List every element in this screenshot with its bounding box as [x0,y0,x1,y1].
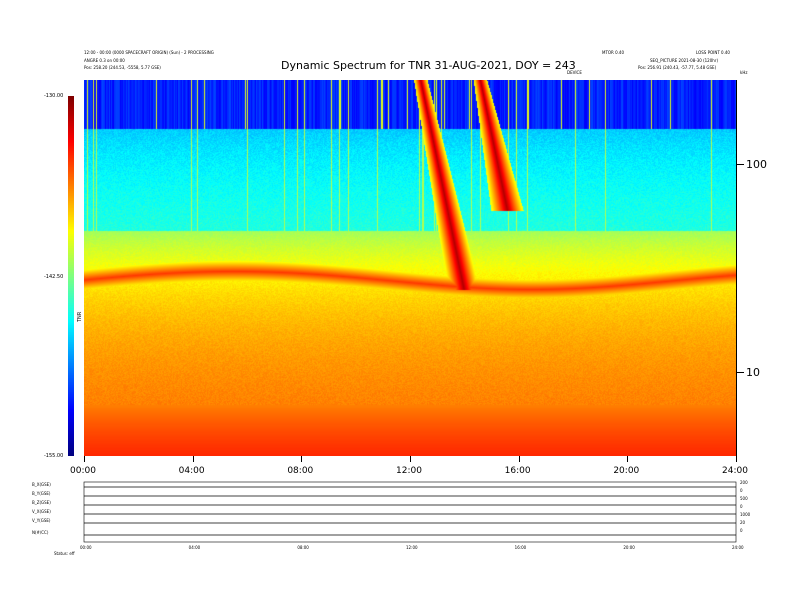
x-tick-label: 04:00 [178,466,205,476]
bottom-x-tick: 04:00 [189,545,201,550]
bottom-right-tick: 0 [740,488,743,493]
bottom-row-label: N(#/CC) [32,530,49,535]
bottom-right-tick: 500 [740,496,748,501]
bottom-x-tick: 12:00 [406,545,418,550]
x-tick-label: 08:00 [287,466,314,476]
colorbar [68,96,74,456]
x-major-tick [301,456,303,462]
x-major-tick [736,456,737,462]
colorbar-tick-mid: -142.50 [44,274,64,280]
bottom-row-label: B_Y(GSE) [32,491,51,496]
header-left-line3: Pos: 258.20 (244.53, -5558, 5.77 GSE) [84,65,161,70]
bottom-right-tick: 0 [740,528,743,533]
x-tick-label: 16:00 [504,466,531,476]
x-major-tick [410,456,411,462]
header-right-mark: kHz [740,70,748,75]
bottom-row-label: B_Z(GSE) [32,500,51,505]
header-center-mark: DEVICE [567,70,582,75]
bottom-timeseries-panel: B_X(GSE) B_Y(GSE) B_Z(GSE) V_X(GSE) V_Y(GSE)… [32,480,751,556]
colorbar-tick-top: -130.00 [44,93,64,99]
bottom-x-tick: 00:00 [80,545,92,550]
bottom-x-tick: 16:00 [515,545,527,550]
colorbar-label: TNR [77,311,83,322]
y-major-tick-100 [736,164,744,165]
header-right-line1: MTOR 0.40 [602,50,624,55]
x-major-tick [627,456,629,462]
right-axis-line [736,80,737,456]
bottom-x-tick: 24:00 [732,545,744,550]
x-major-tick [84,456,85,462]
x-tick-label: 24:00 [722,466,748,476]
x-tick-label: 00:00 [70,466,96,476]
status-label: Status: eff [54,551,75,556]
chart-title: Dynamic Spectrum for TNR 31-AUG-2021, DO… [281,59,576,72]
header-left-line1: 12:00 - 00:00 (0000 SPACECRAFT ORIGIN) (… [84,50,214,55]
bottom-right-tick: 1000 [740,512,751,517]
y-tick-100: 100 [746,158,767,171]
bottom-right-tick: 20 [740,520,746,525]
bottom-x-tick: 08:00 [297,545,309,550]
y-tick-10: 10 [746,366,760,379]
spectrogram-heatmap [84,80,736,456]
bottom-right-tick: 0 [740,504,743,509]
bottom-x-tick: 20:00 [623,545,635,550]
x-tick-label: 20:00 [613,466,640,476]
header-right-line2: SEQ_PICTURE 2021-08-30 (120hr) [650,58,719,63]
header-right-line1b: LOSS POINT 0.40 [696,50,730,55]
bottom-row-label: V_Y(GSE) [32,518,51,523]
bottom-panel-frame [83,481,737,543]
x-major-tick [518,456,520,462]
colorbar-tick-bottom: -155.00 [44,453,64,459]
header-right-line3: Pos: 256.91 (240.43, -57.77, 5.48 GSE) [638,65,717,70]
header-left-line2: ANGRE 0.3 on 00:00 [84,58,125,63]
y-major-tick-10 [736,372,744,373]
x-major-tick [192,456,194,462]
bottom-right-tick: 200 [740,480,748,485]
bottom-row-label: B_X(GSE) [32,482,51,487]
bottom-row-label: V_X(GSE) [32,509,51,514]
x-tick-label: 12:00 [396,466,422,476]
